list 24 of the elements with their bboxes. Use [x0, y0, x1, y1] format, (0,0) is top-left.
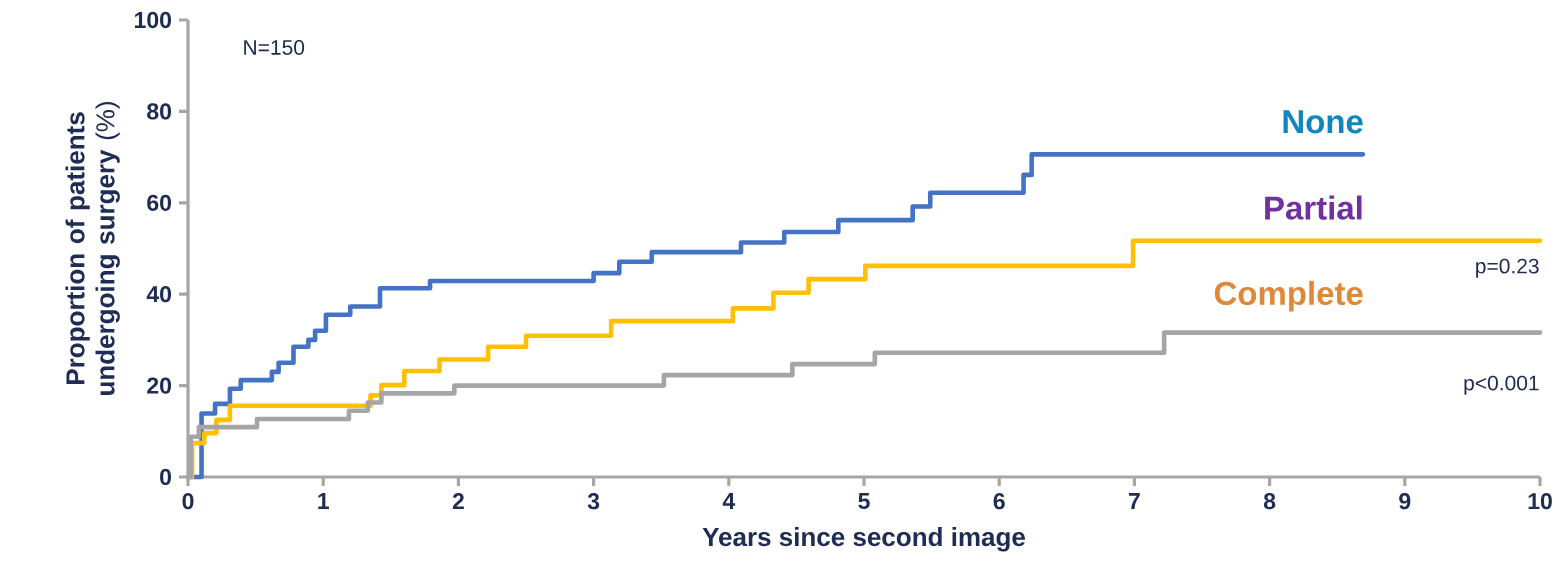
x-tick-label: 5 [858, 493, 870, 510]
y-tick-label: 20 [147, 377, 172, 394]
x-tick-label: 4 [722, 493, 736, 509]
annotation: N=150 [244, 39, 305, 55]
x-tick-label: 7 [1128, 493, 1140, 509]
annotation: p=0.23 [1476, 258, 1539, 278]
x-tick-label: 8 [1263, 493, 1276, 510]
y-tick-label: 0 [160, 468, 172, 486]
series-label: Complete [1214, 280, 1363, 312]
y-tick-label: 40 [146, 286, 172, 303]
x-tick-label: 3 [587, 493, 600, 510]
x-axis-title: Years since second image [702, 527, 1025, 552]
x-tick-label: 0 [182, 493, 194, 510]
y-tick-label: 60 [147, 194, 172, 211]
annotation: p<0.001 [1464, 375, 1539, 395]
x-tick-label: 2 [452, 493, 464, 510]
x-tick-label: 10 [1528, 493, 1552, 510]
series-label: Partial [1265, 195, 1362, 220]
x-tick-label: 1 [318, 493, 329, 509]
series-label: None [1283, 110, 1363, 134]
y-tick-label: 80 [147, 103, 172, 120]
y-tick-label: 100 [135, 11, 172, 29]
x-tick-label: 6 [993, 493, 1005, 510]
x-tick-label: 9 [1399, 493, 1411, 510]
